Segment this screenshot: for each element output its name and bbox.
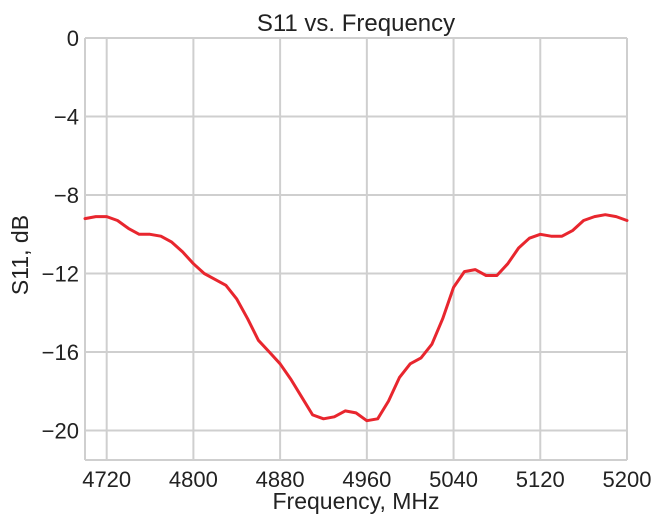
series-layer xyxy=(83,213,629,423)
x-tick-label: 4800 xyxy=(169,467,218,492)
x-gridlines xyxy=(84,38,628,460)
x-tick-label: 5040 xyxy=(429,467,478,492)
y-tick-label: 0 xyxy=(67,26,79,51)
chart-title: S11 vs. Frequency xyxy=(257,10,455,37)
series-line xyxy=(83,213,629,423)
y-tick-label: −16 xyxy=(42,340,79,365)
y-axis-title: S11, dB xyxy=(7,215,33,295)
x-axis-title: Frequency, MHz xyxy=(272,488,439,514)
y-tick-label: −20 xyxy=(42,419,79,444)
y-tick-label: −4 xyxy=(54,105,79,130)
x-tick-label: 5200 xyxy=(603,467,652,492)
y-gridlines xyxy=(85,37,627,461)
x-tick-label: 5120 xyxy=(516,467,565,492)
x-tick-label: 4880 xyxy=(256,467,305,492)
y-tick-label: −8 xyxy=(54,183,79,208)
x-tick-label: 4960 xyxy=(342,467,391,492)
y-tick-label: −12 xyxy=(42,262,79,287)
x-tick-label: 4720 xyxy=(82,467,131,492)
x-tick-labels: 4720 4800 4880 4960 5040 5120 5200 xyxy=(82,467,651,492)
y-tick-labels: 0 −4 −8 −12 −16 −20 xyxy=(42,26,79,444)
